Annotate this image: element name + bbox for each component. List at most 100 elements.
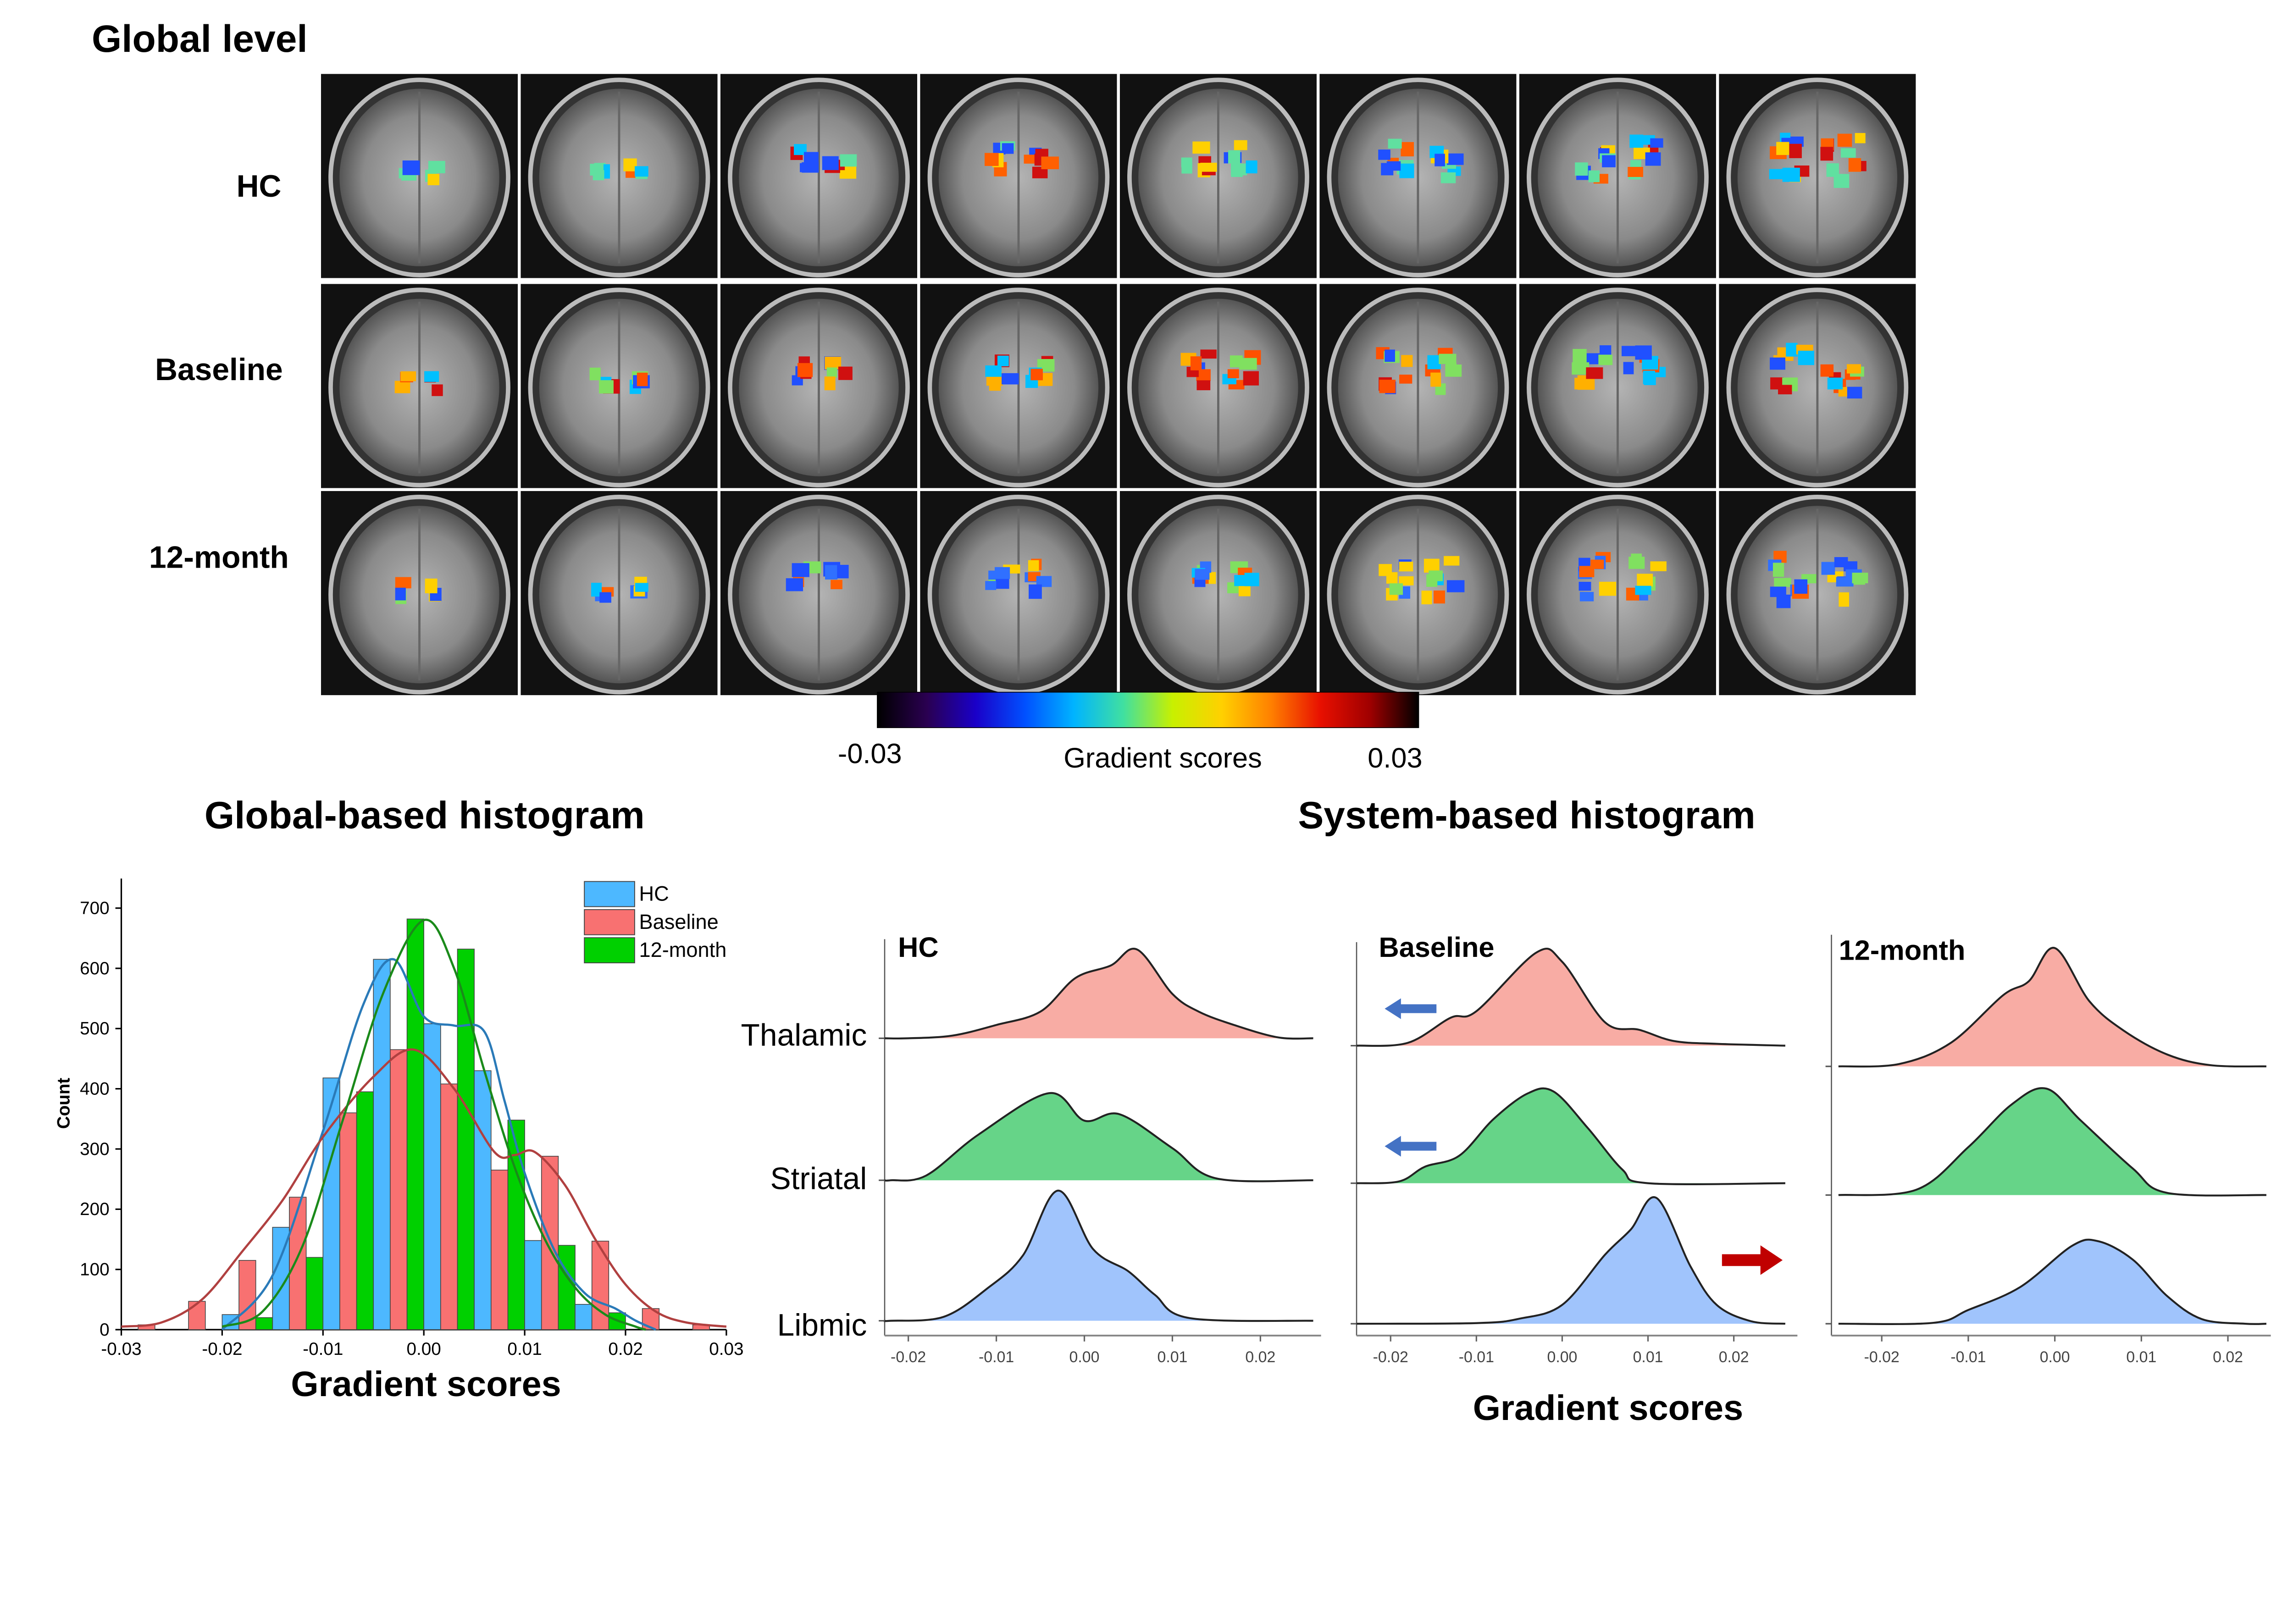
activation-blob [1379, 564, 1392, 576]
ridge-line-libmic [1838, 1238, 2266, 1325]
activation-blob [1628, 167, 1644, 177]
brain-slice [521, 74, 718, 278]
activation-blob [1446, 580, 1465, 592]
ridge-line-striatal [884, 1092, 1313, 1182]
activation-blob [1598, 354, 1613, 365]
activation-blob [1821, 562, 1835, 575]
activation-blob [427, 174, 440, 185]
ridge-line-thalamic [885, 948, 1313, 1040]
ridge-xlabel: Gradient scores [1473, 1388, 1743, 1428]
ridge-line-thalamic [1356, 948, 1785, 1047]
activation-blob [1574, 377, 1585, 390]
activation-blob [1774, 578, 1791, 587]
legend-label: Baseline [639, 910, 719, 934]
legend-label: 12-month [639, 938, 727, 961]
activation-blob [635, 166, 648, 177]
histogram-bar-baseline [339, 1112, 357, 1330]
colorbar-min-label: -0.03 [838, 738, 902, 769]
brain-slice [1519, 74, 1716, 278]
activation-blob [1599, 581, 1617, 596]
activation-blob [1852, 573, 1868, 584]
activation-blob [1789, 144, 1802, 158]
brain-slice [321, 491, 518, 696]
brain-slice [1719, 74, 1916, 278]
activation-blob [1435, 154, 1445, 166]
ridge-x-tick-label: -0.01 [1459, 1348, 1494, 1366]
activation-blob [1770, 357, 1785, 370]
activation-blob [1820, 364, 1834, 377]
activation-blob [1430, 372, 1441, 387]
activation-blob [1388, 138, 1402, 149]
activation-blob [1002, 143, 1014, 154]
brain-slice [1319, 491, 1517, 696]
ridge-line-libmic [883, 1189, 1313, 1322]
activation-blob [1030, 369, 1043, 381]
activation-blob [840, 154, 857, 167]
arrow-left-icon [1385, 1136, 1437, 1157]
activation-blob [599, 592, 611, 603]
activation-blob [792, 563, 809, 577]
activation-blob [1401, 142, 1414, 157]
system-ridge-charts: -0.02 -0.01 0.00 0.01 0.02 HC Thalamic Striatal… [741, 932, 2271, 1366]
x-tick-label: 0.02 [608, 1339, 642, 1359]
activation-blob [1573, 349, 1587, 363]
histogram-bar-12-month [406, 918, 424, 1330]
ridge-x-tick-label: 0.00 [2040, 1348, 2070, 1366]
activation-blob [1378, 149, 1390, 160]
ridge-system-label: Libmic [777, 1308, 867, 1342]
density-curve-baseline [121, 1048, 727, 1328]
histogram-ylabel: Count [54, 1077, 74, 1129]
activation-blob [1399, 576, 1414, 586]
brain-slice [521, 284, 718, 488]
colorbar-label: Gradient scores [1063, 742, 1262, 773]
brain-slice [1319, 74, 1517, 278]
activation-blob [1637, 574, 1653, 587]
activation-blob [1622, 346, 1639, 356]
activation-blob [826, 367, 837, 378]
histogram-bar-hc [373, 959, 391, 1330]
activation-blob [402, 160, 420, 175]
activation-blob [1778, 385, 1792, 395]
activation-blob [1827, 377, 1843, 390]
ridge-x-tick-label: 0.02 [1245, 1348, 1275, 1366]
brain-slice [321, 284, 518, 488]
brain-slice [720, 491, 917, 696]
activation-blob [989, 377, 1001, 391]
activation-blob [1650, 138, 1663, 148]
activation-blob [394, 381, 410, 393]
brain-slice [920, 74, 1117, 278]
histogram-bar-baseline [440, 1083, 458, 1330]
activation-blob [1826, 163, 1839, 177]
activation-blob [1776, 594, 1791, 608]
brain-slice [521, 491, 718, 696]
activation-blob [803, 152, 819, 164]
histogram-bar-hc [423, 1023, 441, 1330]
activation-blob [1635, 586, 1651, 595]
activation-blob [1579, 566, 1595, 577]
legend-swatch [584, 937, 635, 963]
activation-blob [1230, 355, 1243, 368]
activation-blob [1389, 583, 1403, 595]
ridge-area-striatal [1357, 1088, 1785, 1184]
activation-blob [1848, 158, 1861, 172]
ridge-x-tick-label: 0.02 [1719, 1348, 1749, 1366]
activation-blob [635, 583, 648, 592]
y-tick-label: 500 [80, 1019, 110, 1038]
activation-blob [1579, 592, 1594, 602]
activation-blob [1421, 591, 1432, 605]
ridge-x-tick-label: -0.02 [1864, 1348, 1900, 1366]
activation-blob [591, 583, 602, 597]
activation-blob [1385, 349, 1395, 362]
global-level-title: Global level [92, 17, 308, 60]
activation-blob [1447, 153, 1464, 165]
activation-blob [1575, 162, 1588, 176]
activation-blob [1192, 141, 1210, 154]
ridge-panel-hc: -0.02 -0.01 0.00 0.01 0.02 HC Thalamic Striatal… [741, 932, 1321, 1366]
ridge-panel-title: 12-month [1839, 935, 1966, 966]
row-label-hc: HC [237, 169, 282, 204]
brain-slice [1119, 491, 1317, 696]
y-tick-label: 400 [80, 1079, 110, 1099]
activation-blob [1855, 133, 1866, 144]
x-tick-label: -0.03 [101, 1339, 141, 1359]
brain-slice [1119, 74, 1317, 278]
